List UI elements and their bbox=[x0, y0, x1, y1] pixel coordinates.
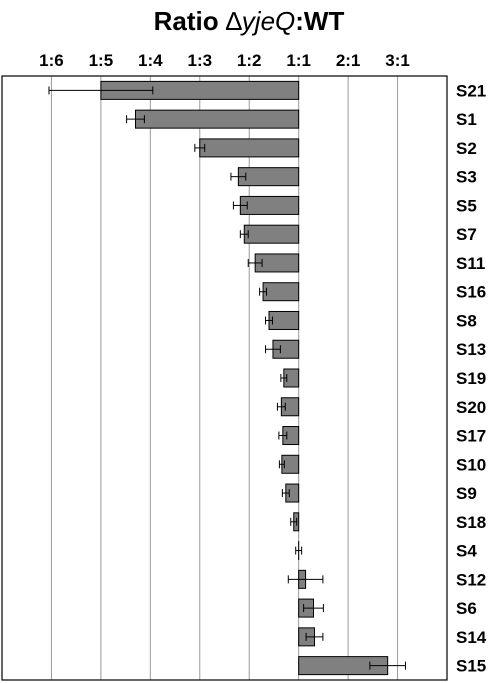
plot-frame bbox=[1, 75, 448, 681]
error-bar-S10 bbox=[278, 460, 285, 469]
x-tick-label: 1:5 bbox=[89, 51, 114, 70]
category-label: S13 bbox=[456, 340, 486, 359]
x-tick-label: 1:4 bbox=[138, 51, 163, 70]
category-label: S12 bbox=[456, 570, 486, 589]
title-prefix: Ratio bbox=[154, 6, 226, 36]
category-label: S19 bbox=[456, 369, 486, 388]
error-bar-S13 bbox=[265, 345, 281, 354]
bars bbox=[100, 80, 389, 676]
error-bar-S3 bbox=[230, 172, 247, 181]
error-bar-S5 bbox=[232, 201, 248, 210]
category-label: S18 bbox=[456, 513, 486, 532]
x-tick-label: 1:2 bbox=[237, 51, 262, 70]
error-bar-S12 bbox=[287, 575, 324, 584]
category-label: S7 bbox=[456, 225, 477, 244]
error-bar-S17 bbox=[278, 431, 288, 440]
error-bar-S20 bbox=[276, 402, 286, 411]
error-bar-S6 bbox=[303, 604, 324, 613]
x-tick-label: 3:1 bbox=[385, 51, 410, 70]
error-bar-S8 bbox=[265, 316, 273, 325]
error-bar-S7 bbox=[239, 230, 249, 239]
error-bar-S16 bbox=[259, 287, 268, 296]
category-labels: S21 S1 S2 S3 S5 S7 S11 S16 S8 S13 S19 S20 S17 S10 S9 S1… bbox=[456, 81, 487, 675]
category-label: S14 bbox=[456, 628, 487, 647]
x-tick-label: 1:6 bbox=[39, 51, 64, 70]
error-bar-S9 bbox=[281, 489, 290, 498]
category-label: S21 bbox=[456, 81, 486, 100]
x-tick-labels: 1:6 1:5 1:4 1:3 1:2 1:1 2:1 3:1 bbox=[39, 51, 410, 70]
error-bar-S19 bbox=[280, 374, 288, 382]
category-label: S2 bbox=[456, 139, 477, 158]
error-bar-S11 bbox=[247, 258, 263, 267]
bar-S1 bbox=[135, 109, 300, 129]
title-suffix: :WT bbox=[295, 6, 344, 36]
bar-S2 bbox=[199, 138, 300, 158]
category-label: S11 bbox=[456, 254, 485, 273]
category-label: S5 bbox=[456, 196, 477, 215]
error-bar-S2 bbox=[194, 143, 206, 152]
title-gene: yjeQ bbox=[240, 6, 295, 36]
x-tick-label: 2:1 bbox=[336, 51, 361, 70]
bar-S8 bbox=[268, 310, 300, 330]
category-label: S4 bbox=[456, 542, 477, 561]
category-label: S9 bbox=[456, 484, 477, 503]
category-label: S3 bbox=[456, 168, 477, 187]
category-label: S6 bbox=[456, 599, 477, 618]
category-label: S10 bbox=[456, 455, 486, 474]
category-label: S17 bbox=[456, 427, 486, 446]
error-bar-S4 bbox=[295, 546, 303, 555]
category-label: S20 bbox=[456, 398, 486, 417]
error-bars bbox=[48, 86, 406, 670]
category-label: S1 bbox=[456, 110, 477, 129]
category-label: S16 bbox=[456, 283, 486, 302]
bar-S5 bbox=[239, 195, 300, 215]
x-tick-label: 1:3 bbox=[187, 51, 212, 70]
bar-S16 bbox=[262, 282, 300, 302]
error-bar-S21 bbox=[48, 86, 154, 95]
category-label: S8 bbox=[456, 311, 477, 330]
bar-S3 bbox=[237, 167, 300, 187]
error-bar-S1 bbox=[126, 115, 145, 124]
title-delta: ∆ bbox=[226, 6, 242, 36]
error-bar-S15 bbox=[369, 661, 406, 670]
category-label: S15 bbox=[456, 657, 486, 676]
gridlines bbox=[50, 76, 399, 680]
x-tick-label: 1:1 bbox=[286, 51, 311, 70]
error-bar-S14 bbox=[305, 632, 324, 641]
error-bar-S18 bbox=[290, 517, 298, 526]
bar-S7 bbox=[243, 224, 300, 244]
chart-title: Ratio ∆yjeQ:WT bbox=[154, 6, 345, 36]
